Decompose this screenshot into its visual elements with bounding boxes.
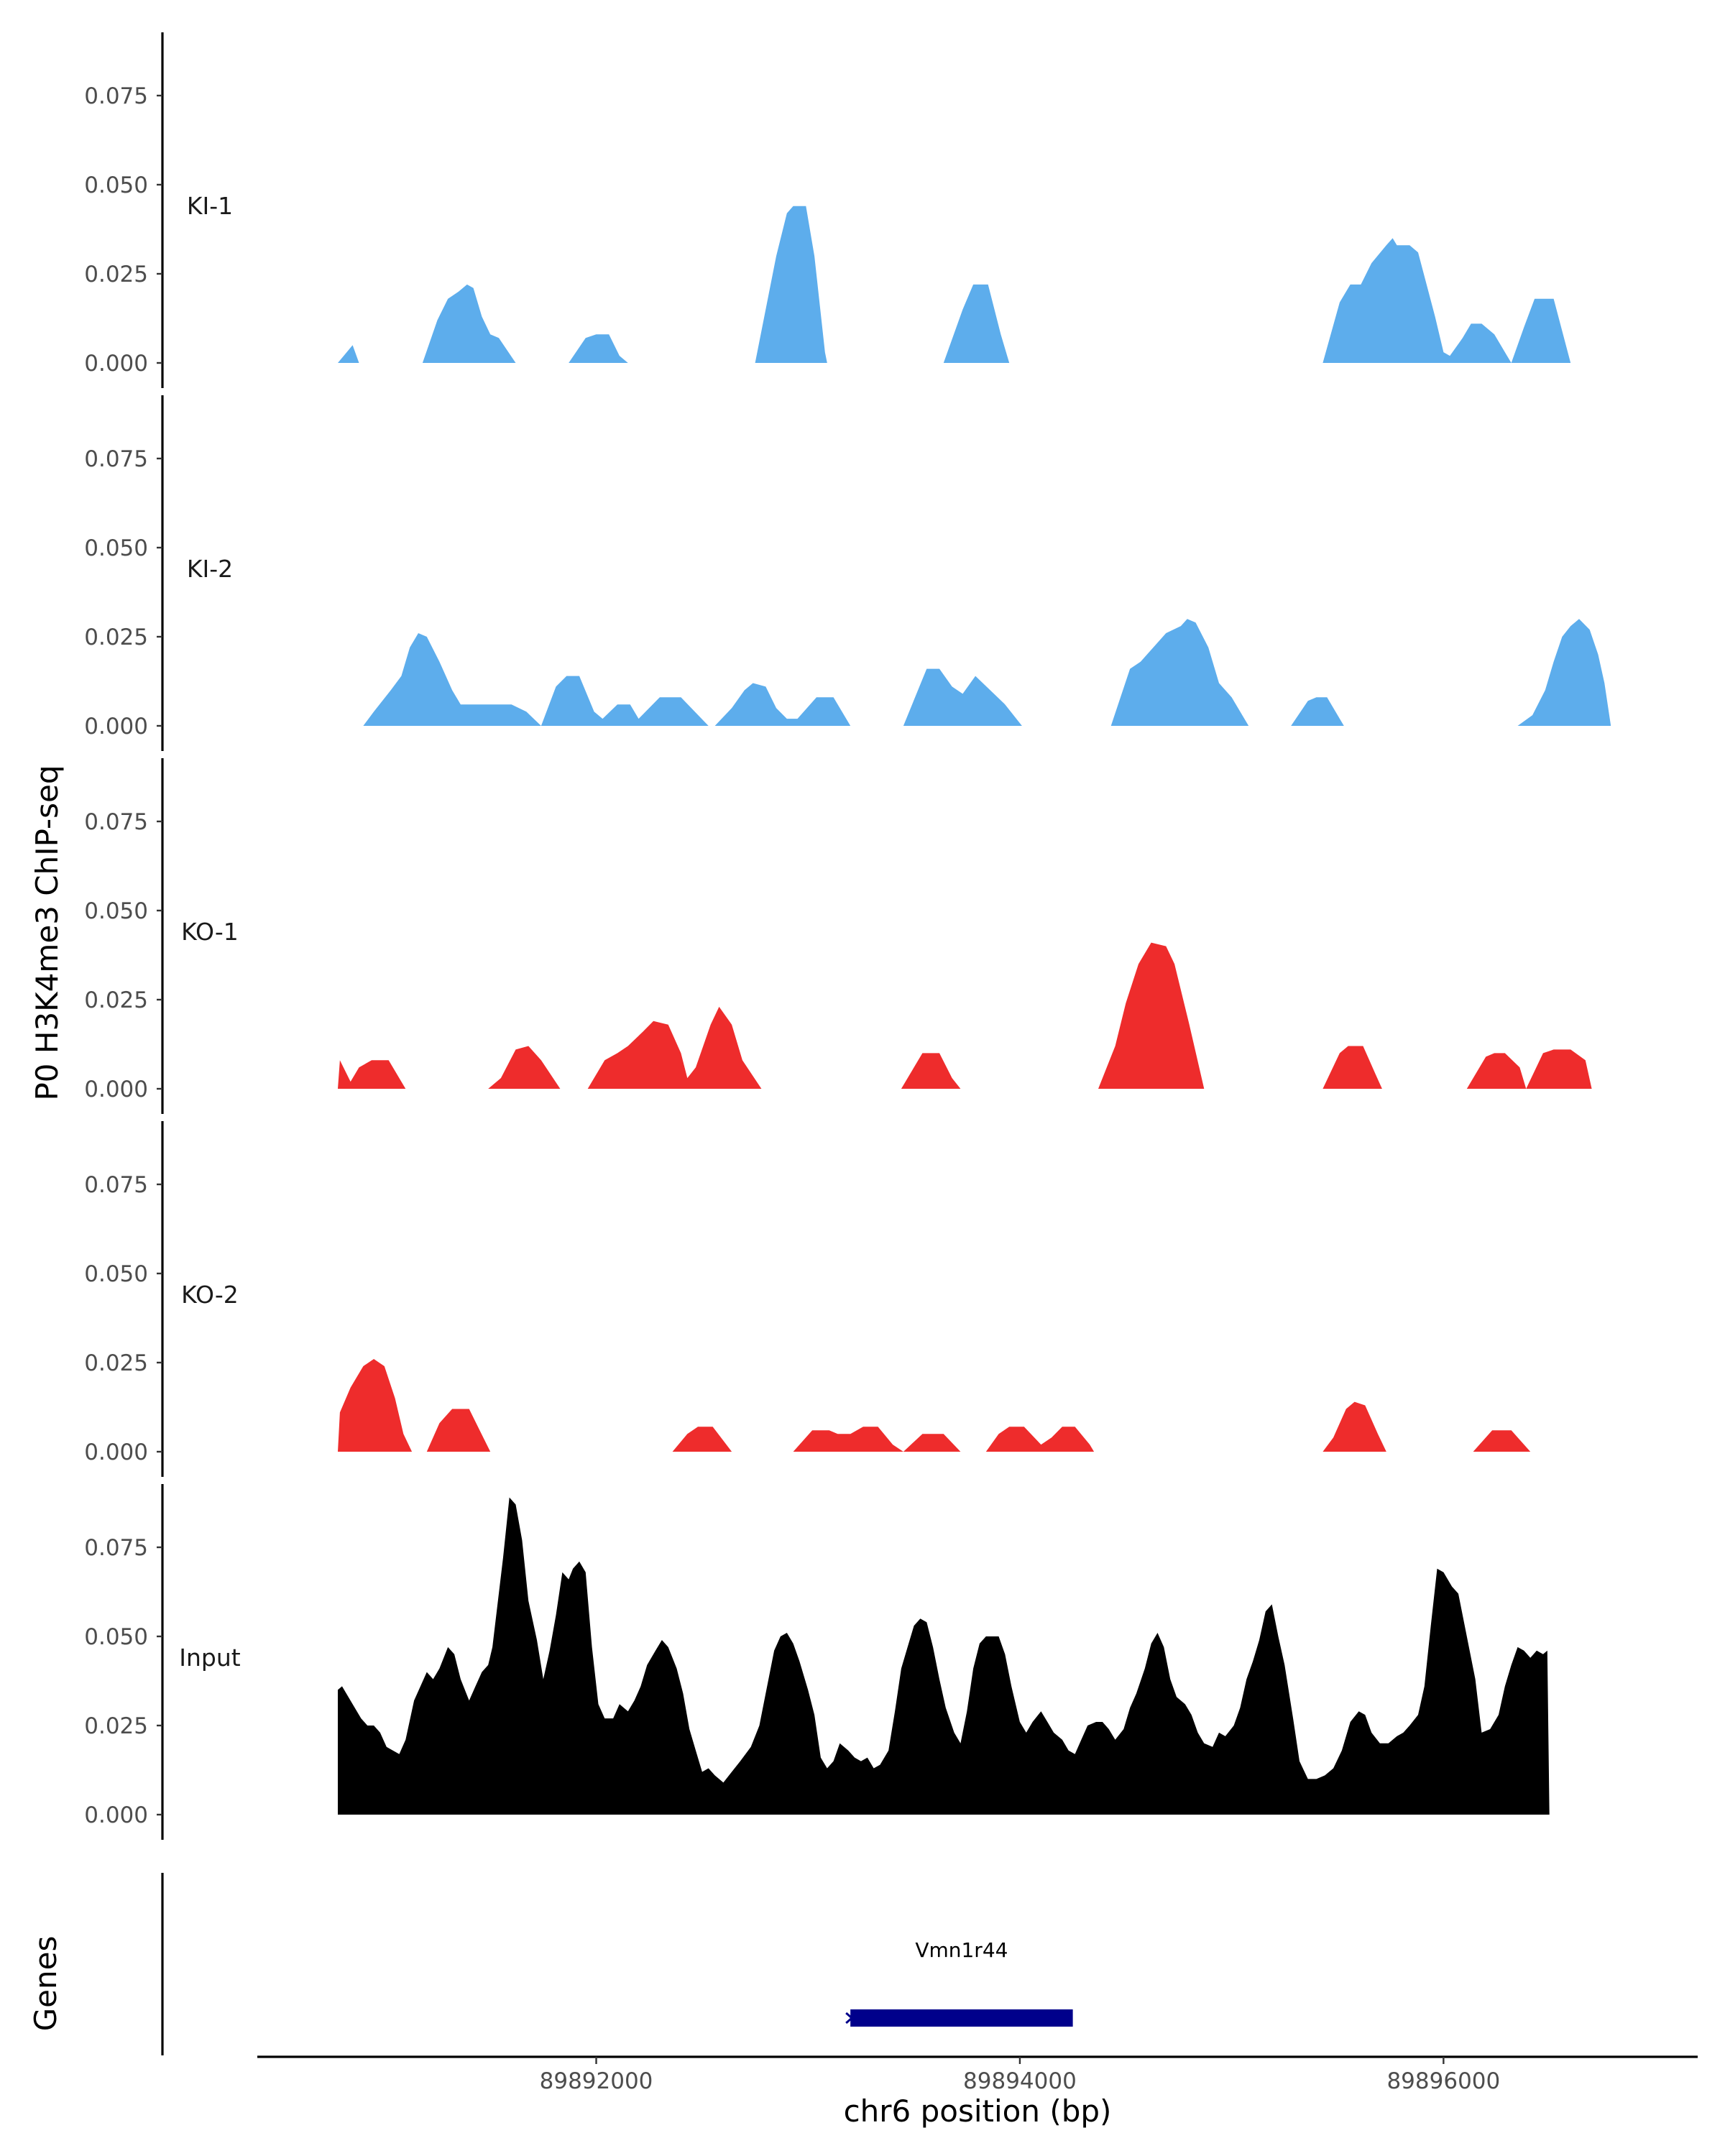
y-tick-label: 0.000 [84, 714, 148, 740]
coverage-area-ki-2 [903, 668, 1022, 726]
x-axis-title: chr6 position (bp) [844, 2093, 1112, 2129]
coverage-area-ko-2 [793, 1427, 961, 1452]
y-tick-label: 0.050 [84, 172, 148, 198]
y-tick-label: 0.050 [84, 1624, 148, 1650]
coverage-area-ki-2 [363, 633, 709, 726]
gene-track: Genes Vmn1r44 [28, 1873, 1073, 2055]
coverage-area-ko-1 [338, 1060, 406, 1089]
y-tick-label: 0.050 [84, 898, 148, 924]
coverage-area-ko-2 [1322, 1401, 1386, 1452]
coverage-area-ki-2 [1517, 619, 1611, 726]
y-tick-label: 0.075 [84, 1172, 148, 1198]
gene-track-title: Genes [28, 1936, 63, 2032]
x-tick-label: 89894000 [963, 2068, 1077, 2094]
coverage-area-ki-1 [422, 284, 516, 363]
panel-label: KO-2 [181, 1281, 239, 1309]
y-tick-label: 0.075 [84, 83, 148, 109]
panel-label: KO-1 [181, 918, 239, 946]
coverage-area-ki-2 [714, 683, 851, 726]
coverage-area-ko-2 [338, 1359, 413, 1452]
coverage-area-ko-1 [488, 1046, 561, 1089]
y-tick-label: 0.050 [84, 535, 148, 561]
coverage-area-ko-2 [1473, 1430, 1531, 1452]
coverage-area-ko-1 [1098, 942, 1205, 1089]
x-axis: 89892000 89894000 89896000 [257, 2055, 1698, 2094]
panel-label: KI-2 [187, 555, 233, 583]
y-tick-label: 0.000 [84, 1802, 148, 1828]
coverage-area-ko-2 [672, 1427, 732, 1452]
y-tick-label: 0.025 [84, 625, 148, 650]
coverage-area-ki-1 [338, 345, 359, 363]
y-tick-label: 0.025 [84, 1350, 148, 1376]
y-tick-label: 0.000 [84, 351, 148, 377]
coverage-area-ko-1 [587, 1006, 762, 1089]
gene-label: Vmn1r44 [915, 1938, 1008, 1962]
coverage-area-ki-1 [569, 334, 628, 363]
y-tick-label: 0.050 [84, 1261, 148, 1287]
y-tick-label: 0.025 [84, 1713, 148, 1739]
coverage-area-ki-1 [1322, 238, 1571, 363]
coverage-area-ko-1 [1322, 1046, 1382, 1089]
y-tick-label: 0.075 [84, 1535, 148, 1561]
panel-ki-1: 0.000 0.025 0.050 0.075 KI-1 [84, 32, 1571, 388]
gene-strand-arrow [845, 2012, 854, 2024]
coverage-area-input [338, 1497, 1550, 1815]
coverage-area-ko-1 [1466, 1049, 1592, 1089]
coverage-area-ko-2 [985, 1427, 1095, 1452]
panel-ko-2: 0.000 0.025 0.050 0.075 KO-2 [84, 1121, 1531, 1477]
coverage-panels: 0.0000.0250.0500.075KI-10.0000.0250.0500… [84, 32, 1611, 1840]
coverage-area-ki-2 [1110, 619, 1249, 726]
coverage-area-ki-1 [943, 284, 1010, 363]
coverage-area-ki-1 [755, 206, 827, 363]
x-tick-label: 89896000 [1386, 2068, 1500, 2094]
y-tick-label: 0.075 [84, 809, 148, 835]
coverage-area-ki-2 [1291, 697, 1344, 726]
panel-ki-2: 0.000 0.025 0.050 0.075 KI-2 [84, 395, 1611, 751]
x-tick-label: 89892000 [540, 2068, 653, 2094]
coverage-area-ko-1 [901, 1053, 961, 1089]
y-tick-label: 0.000 [84, 1077, 148, 1102]
y-tick-label: 0.075 [84, 446, 148, 472]
y-tick-label: 0.000 [84, 1439, 148, 1465]
panel-input: 0.000 0.025 0.050 0.075 Input [84, 1484, 1550, 1840]
y-tick-label: 0.025 [84, 262, 148, 287]
panel-label: KI-1 [187, 192, 233, 220]
coverage-area-ko-2 [426, 1409, 491, 1452]
panel-label: Input [179, 1644, 241, 1672]
y-tick-label: 0.025 [84, 987, 148, 1013]
y-axis-title: P0 H3K4me3 ChIP-seq [29, 765, 65, 1100]
panel-ko-1: 0.000 0.025 0.050 0.075 KO-1 [84, 758, 1592, 1114]
gene-body [850, 2009, 1073, 2027]
